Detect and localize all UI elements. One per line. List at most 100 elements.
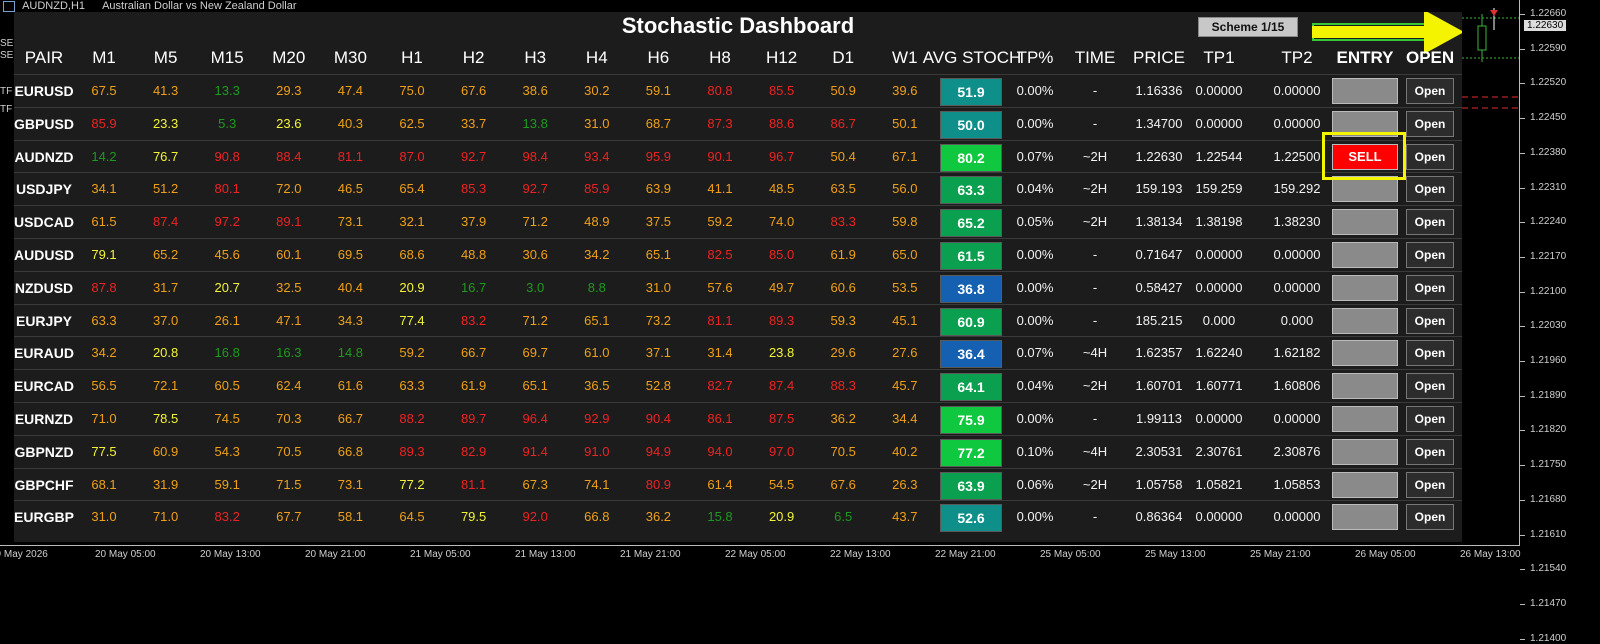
table-row: AUDUSD 79.1 65.2 45.6 60.1 69.5 68.6 48.8 30.6 34… <box>14 238 1462 271</box>
stoch-h3-value: 71.2 <box>522 312 548 328</box>
tp2-value: 0.00000 <box>1273 247 1321 262</box>
stoch-m30-value: 73.1 <box>337 214 364 230</box>
price-axis[interactable]: 1.22630 1.22660 1.22590 1.22520 1.22450 1.22… <box>1519 0 1600 644</box>
stoch-m5-value: 31.7 <box>152 279 179 295</box>
header-price: PRICE <box>1133 48 1185 67</box>
stoch-m5-value: 41.3 <box>152 83 179 98</box>
stoch-d1-value: 60.6 <box>830 279 856 295</box>
time-label: 22 May 13:00 <box>830 549 891 560</box>
stoch-m5-value: 87.4 <box>152 214 179 230</box>
order-lines <box>1462 96 1520 109</box>
entry-button[interactable] <box>1332 242 1398 268</box>
avg-stoch-value: 36.8 <box>940 274 1002 303</box>
tp1-value: 2.30761 <box>1195 443 1243 459</box>
stoch-h8-value: 31.4 <box>707 345 733 361</box>
entry-button[interactable] <box>1332 406 1398 432</box>
current-price: 1.60701 <box>1135 378 1183 394</box>
price-label: 1.21680 <box>1530 493 1567 505</box>
stoch-m30-value: 66.8 <box>337 443 364 459</box>
open-button[interactable]: Open <box>1406 340 1454 367</box>
entry-button[interactable] <box>1332 209 1398 236</box>
tp-percent: 0.00% <box>1016 312 1054 328</box>
open-button[interactable]: Open <box>1406 471 1454 498</box>
stoch-m15-value: 20.7 <box>214 279 240 295</box>
price-tick <box>1520 638 1525 640</box>
stoch-h2-value: 82.9 <box>460 443 487 459</box>
table-row: USDCAD 61.5 87.4 97.2 89.1 73.1 32.1 37.9 71.2 48… <box>14 205 1462 238</box>
entry-button[interactable] <box>1332 340 1398 367</box>
stoch-w1-value: 26.3 <box>892 476 918 492</box>
entry-button[interactable] <box>1332 274 1398 301</box>
entry-button[interactable] <box>1332 438 1398 465</box>
stoch-m5-value: 65.2 <box>152 247 179 262</box>
price-label: 1.21400 <box>1530 632 1567 644</box>
stoch-h8-value: 87.3 <box>707 115 733 131</box>
avg-stoch-value: 77.2 <box>940 438 1002 467</box>
avg-stoch-value: 75.9 <box>940 406 1002 434</box>
stoch-m15-value: 5.3 <box>218 115 237 131</box>
open-button[interactable]: Open <box>1406 143 1454 170</box>
stoch-h3-value: 13.8 <box>522 115 548 131</box>
open-button[interactable]: Open <box>1406 274 1454 301</box>
entry-button[interactable] <box>1332 471 1398 498</box>
avg-stoch-value: 52.6 <box>940 504 1002 533</box>
header-h3: H3 <box>524 48 547 67</box>
tp-percent: 0.05% <box>1016 214 1054 230</box>
stoch-m1-value: 85.9 <box>91 115 117 131</box>
open-button[interactable]: Open <box>1406 438 1454 465</box>
table-row: AUDNZD 14.2 76.7 90.8 88.4 81.1 87.0 92.7 98.4 93… <box>14 139 1462 173</box>
stoch-h12-value: 85.5 <box>768 83 795 98</box>
open-button[interactable]: Open <box>1406 110 1454 137</box>
open-button[interactable]: Open <box>1406 373 1454 400</box>
open-button[interactable]: Open <box>1406 406 1454 432</box>
avg-stoch-value: 60.9 <box>940 307 1002 336</box>
time-axis[interactable]: 19 May 2026 20 May 05:00 20 May 13:00 20 Ma… <box>0 545 1521 566</box>
stoch-h2-value: 67.6 <box>460 83 487 98</box>
stoch-m30-value: 69.5 <box>337 247 364 262</box>
open-button[interactable]: Open <box>1406 242 1454 268</box>
stoch-m15-value: 26.1 <box>214 312 240 328</box>
price-tick <box>1520 569 1525 571</box>
stoch-m20-value: 29.3 <box>276 83 302 98</box>
stoch-m30-value: 14.8 <box>337 345 364 361</box>
stoch-h6-value: 59.1 <box>645 83 672 98</box>
stoch-m30-value: 73.1 <box>337 476 364 492</box>
stoch-h3-value: 92.0 <box>522 509 548 525</box>
time-estimate: ~4H <box>1082 345 1108 361</box>
scheme-button[interactable]: Scheme 1/15 <box>1198 17 1298 37</box>
price-label: 1.21960 <box>1530 355 1567 366</box>
open-button[interactable]: Open <box>1406 78 1454 104</box>
pair-name: GBPCHF <box>14 476 74 493</box>
stoch-h8-value: 80.8 <box>707 83 733 98</box>
stoch-h1-value: 64.5 <box>399 509 425 525</box>
stoch-h8-value: 94.0 <box>707 443 733 459</box>
left-label: SE <box>0 38 14 49</box>
open-button[interactable]: Open <box>1406 209 1454 236</box>
stoch-h12-value: 49.7 <box>768 279 795 295</box>
stoch-m5-value: 31.9 <box>152 476 179 492</box>
open-button[interactable]: Open <box>1406 504 1454 531</box>
stoch-h8-value: 41.1 <box>707 181 733 197</box>
time-label: 21 May 05:00 <box>410 549 471 560</box>
open-button[interactable]: Open <box>1406 176 1454 203</box>
tp2-value: 1.38230 <box>1273 214 1321 230</box>
sell-entry-button[interactable]: SELL <box>1332 143 1398 170</box>
candles <box>1462 8 1520 62</box>
tp2-value: 0.000 <box>1280 312 1314 328</box>
tp2-value: 0.00000 <box>1273 411 1321 426</box>
time-label: 20 May 13:00 <box>200 549 261 560</box>
chart-title-bar: AUDNZD,H1 Australian Dollar vs New Zeala… <box>0 0 297 18</box>
stoch-h8-value: 59.2 <box>707 214 733 230</box>
table-row: GBPNZD 77.5 60.9 54.3 70.5 66.8 89.3 82.9 91.4 91… <box>14 434 1462 468</box>
entry-button[interactable] <box>1332 504 1398 531</box>
entry-button[interactable] <box>1332 176 1398 203</box>
entry-button[interactable] <box>1332 78 1398 104</box>
open-button[interactable]: Open <box>1406 307 1454 334</box>
entry-button[interactable] <box>1332 307 1398 334</box>
avg-stoch-value: 63.3 <box>940 176 1002 205</box>
entry-button[interactable] <box>1332 373 1398 400</box>
tp1-value: 0.00000 <box>1195 247 1243 262</box>
stoch-h4-value: 74.1 <box>584 476 610 492</box>
stoch-h12-value: 97.0 <box>768 443 795 459</box>
